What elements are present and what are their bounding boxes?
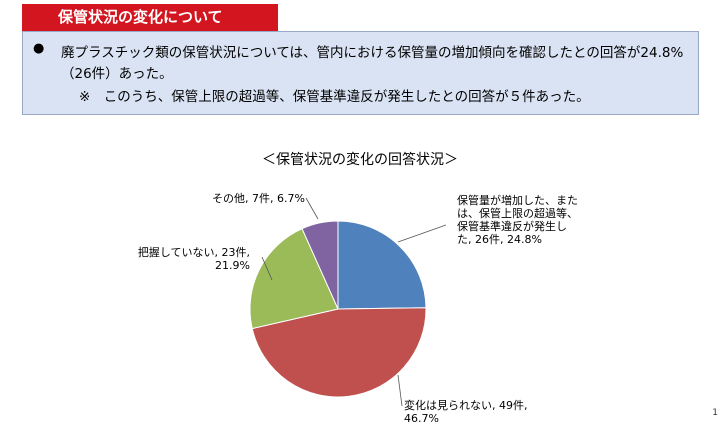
notice-line-1: 廃プラスチック類の保管状況については、管内における保管量の増加傾向を確認したとの…: [61, 45, 684, 61]
slice-label-3: その他, 7件, 6.7%: [212, 192, 305, 205]
section-title: 保管状況の変化について: [22, 4, 278, 31]
pie-slice-2: [249, 228, 339, 330]
leader-line-3: [305, 197, 319, 220]
leader-line-1: [397, 374, 403, 407]
slice-label-0: 保管量が増加した、または、保管上限の超過等、保管基準違反が発生した, 26件, …: [457, 193, 578, 246]
slice-label-1: 変化は見られない, 49件, 46.7%: [404, 398, 528, 425]
chart-title: ＜保管状況の変化の回答状況＞: [262, 152, 458, 168]
notice-line-2: （26件）あった。: [61, 66, 173, 82]
notice-box: ● 廃プラスチック類の保管状況については、管内における保管量の増加傾向を確認した…: [22, 31, 699, 115]
slice-label-2: 把握していない, 23件, 21.9%: [138, 245, 250, 272]
notice-line-3: ※ このうち、保管上限の超過等、保管基準違反が発生したとの回答が５件あった。: [79, 89, 590, 105]
pie-slice-0: [337, 220, 427, 310]
bullet-icon: ●: [33, 41, 45, 56]
leader-line-0: [397, 224, 447, 243]
leader-line-2: [261, 256, 273, 281]
page-number: 1: [712, 408, 718, 418]
pie-slice-1: [251, 307, 427, 398]
pie-slice-3: [301, 220, 339, 310]
